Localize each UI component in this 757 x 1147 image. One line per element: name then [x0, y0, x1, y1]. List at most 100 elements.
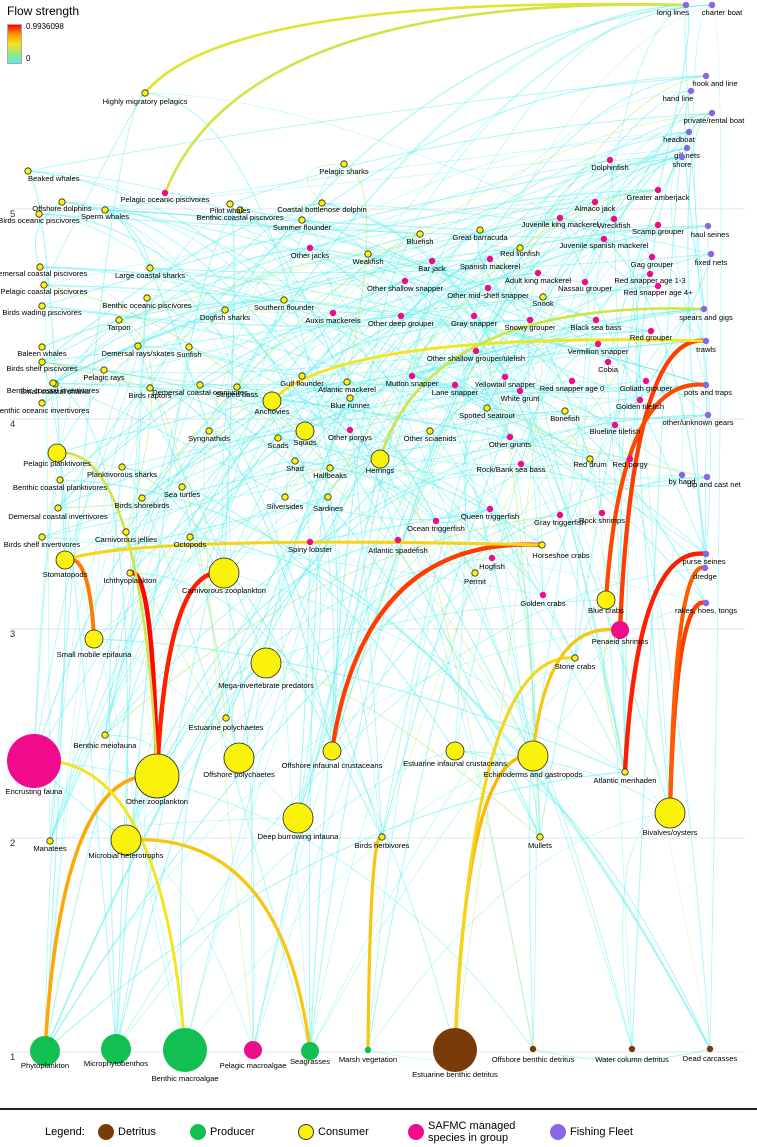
flow-link [41, 296, 544, 404]
node-small-mobile-epifauna: Small mobile epifauna [57, 629, 132, 659]
flow-link [309, 602, 707, 1052]
flow-link [598, 399, 641, 514]
node-pilot-whales: Pilot whales [210, 200, 250, 215]
node-gray-snapper: Gray snapper [451, 312, 497, 328]
node-label: Scads [267, 441, 288, 450]
node-atlantic-spadefish: Atlantic spadefish [368, 536, 428, 555]
node-marsh-vegetation: Marsh vegetation [339, 1046, 397, 1064]
flow-link [367, 812, 671, 1051]
node-label: Carnivorous jellies [95, 535, 157, 544]
consumer-node-marker [318, 199, 326, 207]
consumer-node-marker [262, 391, 282, 411]
flow-link [687, 112, 713, 569]
safmc-node-marker [244, 1041, 262, 1059]
node-label: Greater amberjack [627, 193, 690, 202]
flow-link [327, 496, 341, 752]
node-label: Red drum [573, 460, 606, 469]
node-label: Rock shrimps [579, 516, 625, 525]
flow-link [44, 381, 348, 1052]
node-pelagic-rays: Pelagic rays [83, 366, 125, 382]
flow-link [44, 309, 226, 1052]
node-label: Birds shorebirds [115, 501, 170, 510]
node-label: haul seines [691, 230, 730, 239]
consumer-node-marker [143, 294, 151, 302]
flow-link [559, 217, 707, 342]
node-label: Rock/Bank sea bass [476, 465, 545, 474]
flow-link [283, 299, 402, 317]
safmc-node-marker [600, 235, 608, 243]
safmc-node-marker [329, 309, 337, 317]
safmc-node-marker [516, 387, 524, 395]
node-benthic-oceanic-invertivores: Benthic oceanic invertivores [0, 399, 89, 415]
flow-link [297, 156, 683, 819]
node-label: Lane snapper [432, 388, 479, 397]
flow-link [400, 224, 659, 317]
node-red-snapper-age-0: Red snapper age 0 [540, 377, 604, 393]
flow-link [34, 201, 63, 268]
node-spanish-mackerel: Spanish mackerel [460, 255, 521, 271]
consumer-node-marker [110, 824, 142, 856]
flow-link [277, 343, 599, 439]
safmc-node-marker [654, 186, 662, 194]
node-permit: Permit [464, 569, 487, 586]
node-mega-invertebrate-predators: Mega-invertebrate predators [218, 647, 314, 690]
flow-link [236, 233, 421, 388]
node-label: Vermilion snapper [568, 347, 629, 356]
node-label: Penaeid shrimps [592, 637, 649, 646]
flow-link [301, 319, 531, 377]
flow-link [463, 407, 488, 574]
fleet-node-marker [702, 72, 710, 80]
node-deep-burrowing-infauna: Deep burrowing infauna [258, 802, 339, 841]
consumer-node-marker [38, 533, 46, 541]
node-label: Snook [532, 299, 554, 308]
detritus-node-marker [628, 1045, 636, 1053]
node-manatees: Manatees [33, 837, 67, 853]
flow-link [574, 4, 687, 659]
safmc-node-marker [648, 253, 656, 261]
flow-link [301, 219, 475, 317]
flow-link [104, 414, 709, 736]
flow-link [574, 256, 653, 659]
flow-link [41, 361, 476, 574]
node-benthic-macroalgae: Benthic macroalgae [151, 1028, 219, 1083]
node-charter-boat: charter boat [702, 1, 743, 17]
node-label: Striped bass [216, 390, 258, 399]
node-label: Spanish mackerel [460, 262, 521, 271]
flow-link [141, 400, 273, 499]
consumer-node-marker [370, 449, 390, 469]
flow-anchovies-to-trawls [270, 338, 708, 403]
node-benthic-meiofauna: Benthic meiofauna [74, 731, 137, 750]
flow-link [509, 224, 659, 438]
flow-link [43, 284, 51, 842]
node-syngnathids: Syngnathids [188, 427, 230, 443]
flow-link [41, 299, 285, 404]
fleet-node-marker [701, 564, 709, 572]
node-rock-bank-sea-bass: Rock/Bank sea bass [476, 460, 546, 474]
node-bluefish: Bluefish [406, 230, 434, 246]
safmc-node-marker [401, 277, 409, 285]
flow-link [44, 308, 705, 1052]
safmc-node-marker [432, 517, 440, 525]
flow-link [504, 376, 616, 426]
flow-link [93, 410, 566, 640]
flow-link [104, 209, 709, 416]
flow-link [251, 662, 267, 1051]
flow-link [27, 170, 66, 561]
consumer-node-marker [186, 533, 194, 541]
node-blue-crabs: Blue crabs [588, 590, 624, 615]
node-label: Spotted seatrout [459, 411, 516, 420]
node-label: long lines [657, 8, 689, 17]
flow-link [309, 657, 576, 1052]
consumer-node-marker [274, 434, 282, 442]
node-label: Tarpon [107, 323, 130, 332]
node-label: Pelagic sharks [319, 167, 369, 176]
node-label: Atlantic spadefish [368, 546, 428, 555]
producer-node-marker [364, 1046, 372, 1054]
node-label: Wreckfish [597, 221, 630, 230]
node-dredge: dredge [693, 564, 717, 581]
node-demersal-coastal-piscivores: Demersal coastal piscivores [0, 263, 87, 278]
node-haul-seines: haul seines [691, 222, 730, 239]
fleet-node-marker [702, 599, 710, 607]
fleet-node-marker [704, 411, 712, 419]
